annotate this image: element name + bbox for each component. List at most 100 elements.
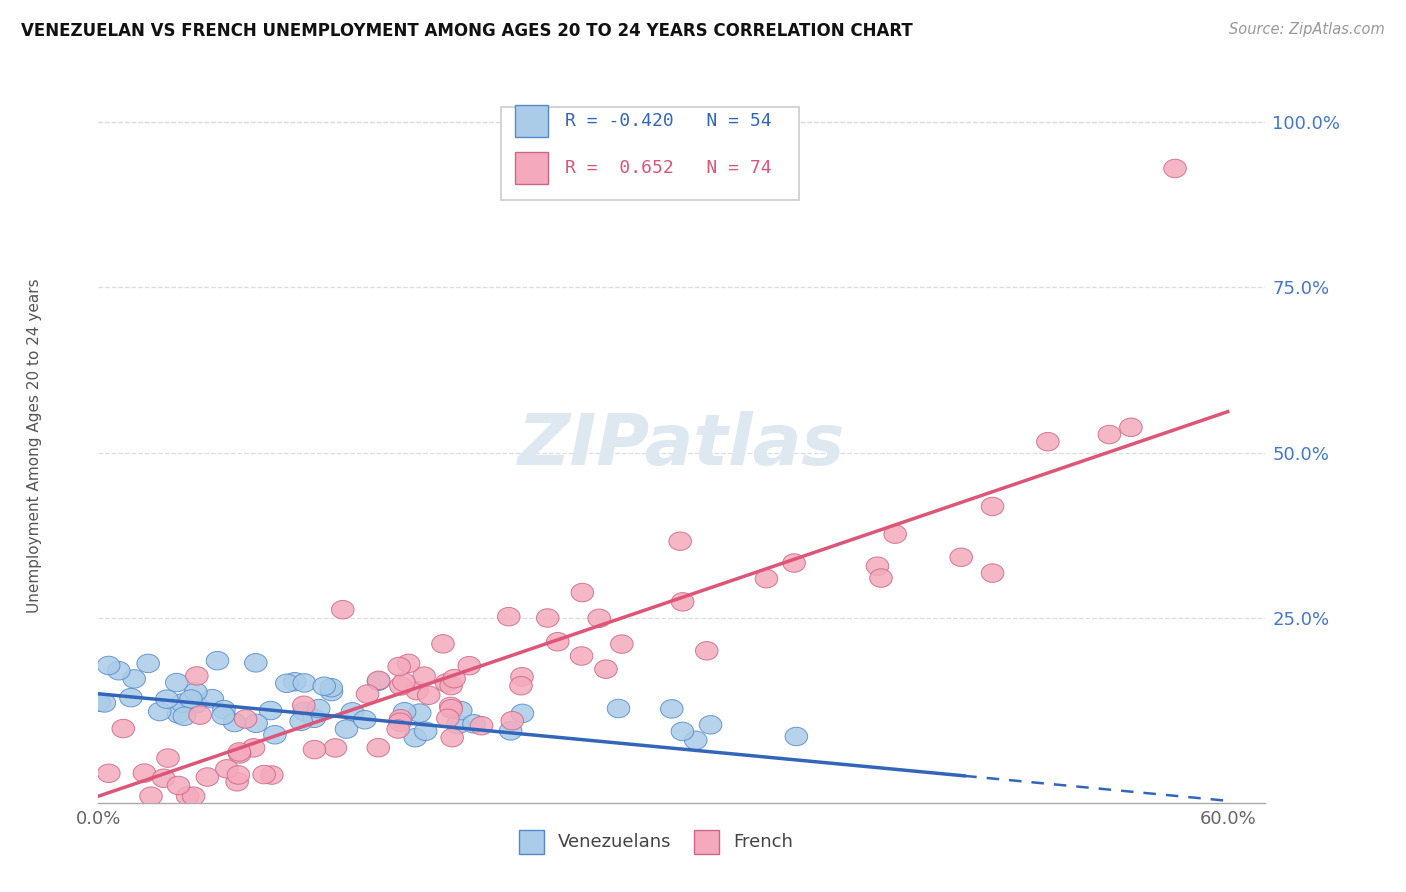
Ellipse shape <box>470 716 494 735</box>
Bar <box>519 830 544 855</box>
Ellipse shape <box>166 673 188 692</box>
Ellipse shape <box>122 670 145 688</box>
Ellipse shape <box>304 740 326 759</box>
Ellipse shape <box>685 731 707 749</box>
Ellipse shape <box>388 657 411 676</box>
Ellipse shape <box>321 682 343 701</box>
Ellipse shape <box>180 690 202 708</box>
Ellipse shape <box>501 712 523 730</box>
Text: ZIPatlas: ZIPatlas <box>519 411 845 481</box>
Ellipse shape <box>93 694 115 712</box>
Ellipse shape <box>458 657 481 675</box>
Ellipse shape <box>755 569 778 588</box>
Ellipse shape <box>418 686 440 705</box>
Ellipse shape <box>134 764 156 782</box>
Ellipse shape <box>212 706 235 724</box>
Ellipse shape <box>242 739 264 757</box>
Ellipse shape <box>463 714 485 733</box>
Ellipse shape <box>884 524 907 543</box>
Ellipse shape <box>184 682 207 701</box>
Ellipse shape <box>321 679 343 697</box>
Ellipse shape <box>610 635 633 653</box>
Ellipse shape <box>87 693 111 712</box>
Ellipse shape <box>188 706 211 724</box>
Ellipse shape <box>253 765 276 784</box>
Ellipse shape <box>228 743 250 761</box>
Ellipse shape <box>498 607 520 626</box>
Ellipse shape <box>398 654 420 673</box>
Ellipse shape <box>97 657 120 674</box>
Ellipse shape <box>172 694 194 713</box>
Ellipse shape <box>224 714 246 731</box>
Ellipse shape <box>136 654 159 673</box>
Ellipse shape <box>304 709 326 728</box>
Ellipse shape <box>1098 425 1121 444</box>
Ellipse shape <box>245 654 267 672</box>
Ellipse shape <box>436 673 458 692</box>
Text: Venezuelans: Venezuelans <box>558 833 672 851</box>
Ellipse shape <box>1036 433 1059 451</box>
Ellipse shape <box>510 676 533 695</box>
Ellipse shape <box>367 739 389 757</box>
Ellipse shape <box>870 569 893 587</box>
Ellipse shape <box>404 729 426 747</box>
Ellipse shape <box>112 719 135 738</box>
Ellipse shape <box>308 699 330 718</box>
Ellipse shape <box>207 651 229 670</box>
Ellipse shape <box>263 725 287 744</box>
Ellipse shape <box>292 673 315 692</box>
Ellipse shape <box>139 787 162 805</box>
Ellipse shape <box>595 660 617 679</box>
Ellipse shape <box>1119 418 1142 436</box>
Ellipse shape <box>228 745 250 764</box>
Ellipse shape <box>588 609 610 628</box>
Ellipse shape <box>292 702 315 721</box>
Ellipse shape <box>512 704 534 723</box>
Ellipse shape <box>607 699 630 718</box>
Text: VENEZUELAN VS FRENCH UNEMPLOYMENT AMONG AGES 20 TO 24 YEARS CORRELATION CHART: VENEZUELAN VS FRENCH UNEMPLOYMENT AMONG … <box>21 22 912 40</box>
Ellipse shape <box>183 787 205 805</box>
Ellipse shape <box>440 676 463 695</box>
Ellipse shape <box>290 712 312 731</box>
Ellipse shape <box>981 564 1004 582</box>
Ellipse shape <box>981 497 1004 516</box>
Ellipse shape <box>152 769 174 788</box>
Ellipse shape <box>184 695 207 713</box>
Ellipse shape <box>176 787 198 805</box>
Ellipse shape <box>432 634 454 653</box>
Text: Source: ZipAtlas.com: Source: ZipAtlas.com <box>1229 22 1385 37</box>
Ellipse shape <box>783 554 806 573</box>
Ellipse shape <box>415 722 437 740</box>
Ellipse shape <box>259 701 283 720</box>
Ellipse shape <box>367 671 389 690</box>
Ellipse shape <box>323 739 347 757</box>
Ellipse shape <box>167 705 190 723</box>
Ellipse shape <box>292 696 315 714</box>
Bar <box>515 105 548 137</box>
Ellipse shape <box>245 714 267 732</box>
Ellipse shape <box>212 700 235 719</box>
Ellipse shape <box>499 722 522 740</box>
Text: French: French <box>734 833 793 851</box>
Ellipse shape <box>215 760 238 778</box>
Ellipse shape <box>785 727 807 746</box>
Text: R =  0.652   N = 74: R = 0.652 N = 74 <box>565 159 772 177</box>
Ellipse shape <box>950 548 973 566</box>
Ellipse shape <box>276 674 298 692</box>
Ellipse shape <box>342 703 364 721</box>
Ellipse shape <box>437 709 460 728</box>
Ellipse shape <box>669 532 692 550</box>
Ellipse shape <box>866 557 889 575</box>
Ellipse shape <box>571 583 593 602</box>
Ellipse shape <box>696 641 718 660</box>
Ellipse shape <box>228 765 250 784</box>
Bar <box>515 152 548 184</box>
Ellipse shape <box>699 715 721 734</box>
Ellipse shape <box>389 709 412 728</box>
Ellipse shape <box>672 592 695 611</box>
Ellipse shape <box>356 685 378 703</box>
Ellipse shape <box>235 710 257 728</box>
Text: Unemployment Among Ages 20 to 24 years: Unemployment Among Ages 20 to 24 years <box>27 278 42 614</box>
Ellipse shape <box>353 710 375 729</box>
Ellipse shape <box>226 772 249 791</box>
